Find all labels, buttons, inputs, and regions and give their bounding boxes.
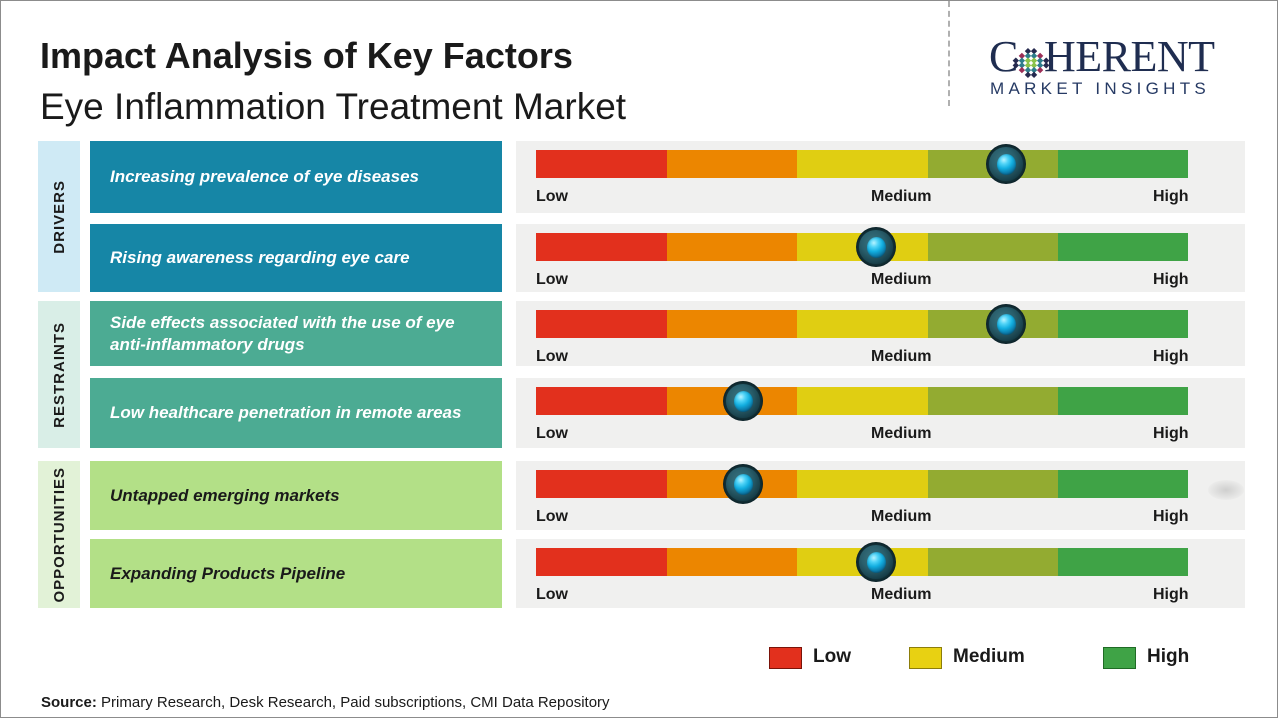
svg-text:C: C	[989, 32, 1018, 81]
svg-text:MARKET INSIGHTS: MARKET INSIGHTS	[990, 79, 1210, 98]
svg-text:HERENT: HERENT	[1044, 32, 1215, 81]
